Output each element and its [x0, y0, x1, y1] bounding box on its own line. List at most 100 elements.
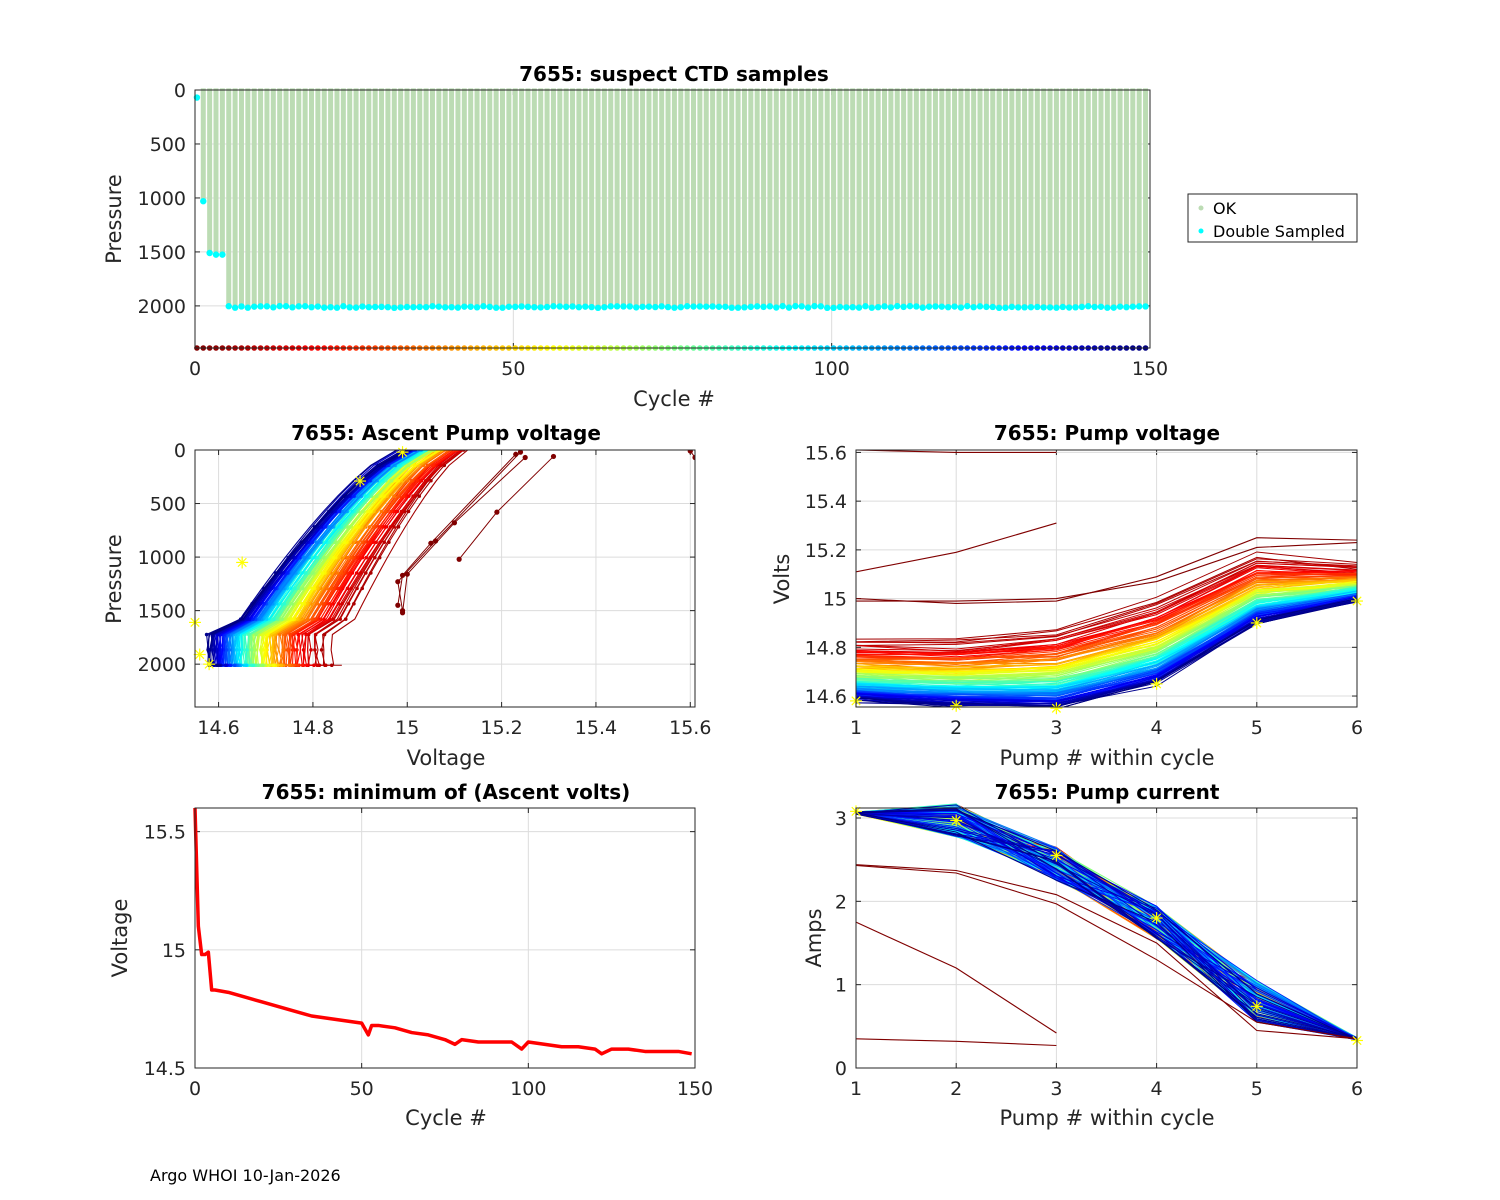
cycle-voltage-line: [856, 591, 1357, 690]
star-stroke: [1151, 679, 1162, 689]
double-sampled-point: [321, 304, 328, 311]
double-sampled-point: [741, 304, 748, 311]
double-sampled-point: [1110, 304, 1117, 311]
y-tick-label: 15.2: [805, 540, 847, 562]
double-sampled-point: [957, 304, 965, 311]
cycle-current-line: [855, 809, 1358, 1040]
x-axis-label: Voltage: [407, 746, 486, 770]
double-sampled-point: [626, 303, 634, 310]
double-sampled-point: [728, 304, 735, 311]
legend-box: [1187, 193, 1358, 243]
y-tick-label: 2: [835, 891, 847, 913]
star-stroke: [195, 649, 205, 660]
profile-point: [300, 601, 304, 606]
y-tick-label: 15.6: [805, 442, 847, 464]
profile-point: [204, 632, 209, 637]
highlight-star-marker: [950, 814, 963, 827]
double-sampled-point: [429, 303, 436, 310]
double-sampled-point: [620, 303, 627, 310]
cycle-voltage-line: [856, 570, 1357, 654]
double-sampled-point: [645, 303, 653, 310]
x-tick-label: 14.6: [197, 717, 239, 739]
x-tick-label: 15.6: [669, 717, 711, 739]
x-tick-label: 4: [1151, 717, 1163, 739]
tick-labels: 1 2 3 4 5 6 14.6 14.8 15 15.2 15.4 15.6: [805, 442, 1363, 739]
early-cycle-line: [397, 453, 517, 606]
double-sampled-point: [830, 304, 837, 312]
star-stroke: [204, 659, 214, 669]
double-sampled-point: [766, 303, 774, 310]
min-voltage-line: [193, 807, 692, 1056]
double-sampled-point: [671, 304, 678, 311]
x-tick-label: 100: [814, 358, 850, 380]
double-sampled-point: [225, 303, 232, 310]
double-sampled-point: [1002, 304, 1009, 311]
axes-frame: [194, 807, 696, 1069]
highlight-star-marker: [354, 475, 367, 488]
double-sampled-point: [919, 304, 926, 311]
early-cycle-point: [432, 538, 439, 544]
double-sampled-point: [499, 304, 506, 311]
cycle-profile-line: [302, 450, 459, 666]
double-sampled-point: [365, 303, 373, 311]
early-cycle-point: [399, 572, 406, 578]
x-tick-label: 5: [1251, 717, 1263, 739]
ascent-pump-voltage-chart: 7655: Ascent Pump voltage 14.6 14.8 15 15.2…: [102, 421, 711, 770]
profile-point: [256, 663, 261, 668]
double-sampled-point: [664, 303, 672, 311]
x-tick-label: 15.2: [480, 717, 522, 739]
double-sampled-point: [747, 303, 755, 311]
early-cycle-line: [855, 864, 1358, 1040]
y-axis-label: Pressure: [102, 534, 126, 624]
profile-point: [304, 571, 308, 575]
cycle-profile-line: [288, 450, 452, 666]
double-sampled-point: [792, 302, 799, 310]
double-sampled-point: [785, 304, 793, 311]
double-sampled-point: [696, 303, 704, 310]
y-tick-label: 15.4: [805, 491, 847, 513]
early-cycle-point: [692, 454, 695, 461]
y-axis-label: Volts: [770, 554, 794, 605]
plot-marks: [850, 803, 1363, 1047]
grid: [194, 808, 696, 1069]
double-sampled-point: [709, 303, 716, 310]
double-sampled-point: [403, 303, 411, 311]
profile-point: [338, 617, 343, 621]
cycle-profile-line: [214, 450, 413, 666]
x-tick-label: 6: [1351, 717, 1363, 739]
cycle-profile-line: [247, 450, 429, 666]
cycle-profile-line: [286, 450, 444, 666]
y-tick-label: 0: [174, 80, 186, 102]
cycle-profile-line: [264, 450, 436, 666]
legend-entry-ok: OK: [1213, 199, 1237, 218]
double-sampled-point: [588, 303, 595, 311]
double-sampled-point: [518, 303, 525, 310]
cycle-profile-line: [237, 450, 425, 666]
y-tick-label: 3: [835, 808, 847, 830]
star-stroke: [951, 815, 961, 826]
profile-lines: [204, 450, 695, 668]
profile-point: [290, 601, 294, 606]
pump-lines: [856, 450, 1357, 707]
double-sampled-point: [556, 303, 564, 310]
profile-point: [232, 663, 237, 668]
double-sampled-point: [913, 303, 920, 310]
profile-point: [429, 478, 433, 483]
double-sampled-point: [422, 303, 430, 311]
cycle-voltage-line: [856, 598, 1357, 707]
profile-point: [392, 494, 396, 498]
double-sampled-point: [639, 303, 646, 310]
double-sampled-point: [1078, 303, 1086, 311]
profile-point: [431, 463, 435, 468]
cycle-voltage-line: [856, 564, 1357, 652]
double-sampled-point: [753, 303, 761, 310]
profile-point: [310, 586, 314, 591]
early-cycle-point: [395, 602, 401, 608]
highlight-star-marker: [1250, 1000, 1263, 1013]
double-sampled-point: [652, 303, 659, 311]
star-stroke: [397, 447, 408, 457]
tick-labels: 0 50 100 150 14.5 15 15.5: [144, 822, 713, 1100]
early-cycle-line: [397, 451, 521, 611]
min-ascent-volts-chart: 7655: minimum of (Ascent volts) 0 50 100 15…: [108, 780, 713, 1130]
